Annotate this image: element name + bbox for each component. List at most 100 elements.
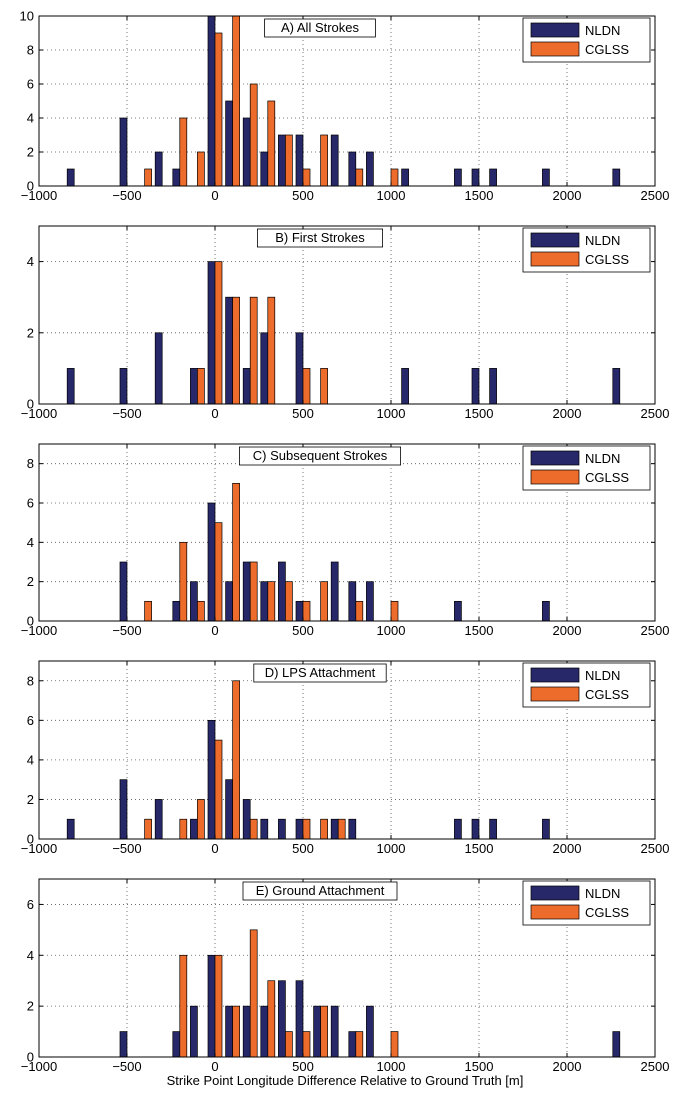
bar-nldn	[401, 168, 409, 187]
x-tick-label: 1000	[377, 1059, 406, 1074]
bar-cglss	[249, 929, 258, 1058]
bar-nldn	[454, 600, 462, 622]
bar-cglss	[267, 100, 276, 187]
bar-nldn	[366, 1005, 374, 1058]
bar-cglss	[214, 32, 223, 187]
legend-label-cglss: CGLSS	[585, 42, 629, 57]
bar-nldn	[66, 818, 75, 840]
panel-title: D) LPS Attachment	[265, 665, 376, 680]
bar-cglss	[320, 368, 328, 405]
bar-nldn	[295, 600, 304, 622]
legend-swatch-nldn	[530, 667, 580, 683]
bar-cglss	[197, 151, 205, 187]
y-tick-label: 4	[27, 111, 34, 126]
y-tick-label: 8	[27, 456, 34, 471]
bar-cglss	[302, 818, 311, 840]
bar-nldn	[330, 561, 339, 622]
bar-nldn	[542, 818, 550, 840]
bar-nldn	[119, 561, 128, 622]
bar-nldn	[454, 168, 462, 187]
bar-cglss	[285, 134, 293, 187]
bar-cglss	[214, 954, 223, 1058]
bar-nldn	[471, 818, 480, 840]
legend-swatch-nldn	[530, 22, 580, 38]
bar-nldn	[66, 168, 75, 187]
panel-3: −1000 −500 0 500 1000 1500 2000 2500 0 2 4 6 8 C) Sub…	[21, 443, 669, 638]
bar-nldn	[612, 368, 621, 405]
panel-title: B) First Strokes	[275, 230, 365, 245]
x-tick-label: 500	[292, 841, 314, 856]
bar-nldn	[348, 1031, 357, 1058]
bar-cglss	[249, 296, 258, 405]
x-tick-label: 500	[292, 406, 314, 421]
bar-nldn	[242, 368, 251, 405]
legend-label-nldn: NLDN	[585, 451, 620, 466]
bar-cglss	[232, 1005, 240, 1058]
bar-cglss	[232, 296, 240, 405]
axes-frame	[38, 15, 656, 187]
bar-cglss	[390, 600, 399, 622]
legend-label-nldn: NLDN	[585, 668, 620, 683]
axes-frame	[38, 660, 656, 840]
bar-cglss	[320, 134, 328, 187]
bar-cglss	[302, 600, 311, 622]
panel-title: A) All Strokes	[281, 20, 360, 35]
bar-nldn	[542, 600, 550, 622]
bar-nldn	[278, 561, 286, 622]
legend-label-nldn: NLDN	[585, 886, 620, 901]
x-tick-label: −500	[112, 406, 141, 421]
bar-cglss	[197, 799, 205, 840]
bar-cglss	[144, 818, 152, 840]
bar-nldn	[207, 261, 216, 405]
bar-nldn	[542, 168, 550, 187]
y-tick-label: 2	[27, 792, 34, 807]
bar-nldn	[154, 332, 163, 405]
panel-title: C) Subsequent Strokes	[253, 448, 388, 463]
bar-nldn	[612, 1031, 621, 1058]
bar-cglss	[144, 600, 152, 622]
y-tick-label: 4	[27, 254, 34, 269]
bar-nldn	[489, 368, 497, 405]
bar-cglss	[267, 581, 276, 622]
legend-label-cglss: CGLSS	[585, 470, 629, 485]
bar-nldn	[489, 818, 497, 840]
bar-nldn	[207, 502, 216, 622]
legend-label-nldn: NLDN	[585, 233, 620, 248]
bar-nldn	[190, 818, 198, 840]
bar-nldn	[172, 600, 181, 622]
bar-nldn	[207, 719, 216, 840]
x-tick-label: 0	[211, 623, 218, 638]
bar-nldn	[348, 818, 357, 840]
x-tick-label: 1500	[465, 1059, 494, 1074]
panel-title-box	[253, 663, 387, 683]
legend-swatch-cglss	[530, 251, 580, 267]
bar-cglss	[302, 368, 311, 405]
x-tick-label: 1000	[377, 188, 406, 203]
x-tick-label: 2000	[553, 841, 582, 856]
legend-label-nldn: NLDN	[585, 23, 620, 38]
bar-nldn	[295, 332, 304, 405]
axes-frame	[38, 878, 656, 1058]
x-tick-label: 500	[292, 188, 314, 203]
y-tick-label: 6	[27, 713, 34, 728]
x-tick-label: 500	[292, 623, 314, 638]
bar-cglss	[267, 980, 276, 1058]
y-tick-label: 0	[27, 1050, 34, 1065]
axes-frame	[38, 443, 656, 622]
x-tick-label: 0	[211, 188, 218, 203]
bar-nldn	[313, 1005, 321, 1058]
bar-nldn	[207, 954, 216, 1058]
legend-swatch-nldn	[530, 450, 580, 466]
y-tick-label: 0	[27, 179, 34, 194]
panel-title-box	[242, 881, 398, 901]
bar-cglss	[337, 818, 346, 840]
x-tick-label: −1000	[21, 1059, 58, 1074]
bar-nldn	[348, 581, 357, 622]
bar-cglss	[232, 680, 240, 840]
legend-label-cglss: CGLSS	[585, 252, 629, 267]
x-tick-label: 0	[211, 841, 218, 856]
x-tick-label: 2000	[553, 1059, 582, 1074]
bar-nldn	[278, 134, 286, 187]
bar-nldn	[366, 581, 374, 622]
bar-nldn	[242, 1005, 251, 1058]
